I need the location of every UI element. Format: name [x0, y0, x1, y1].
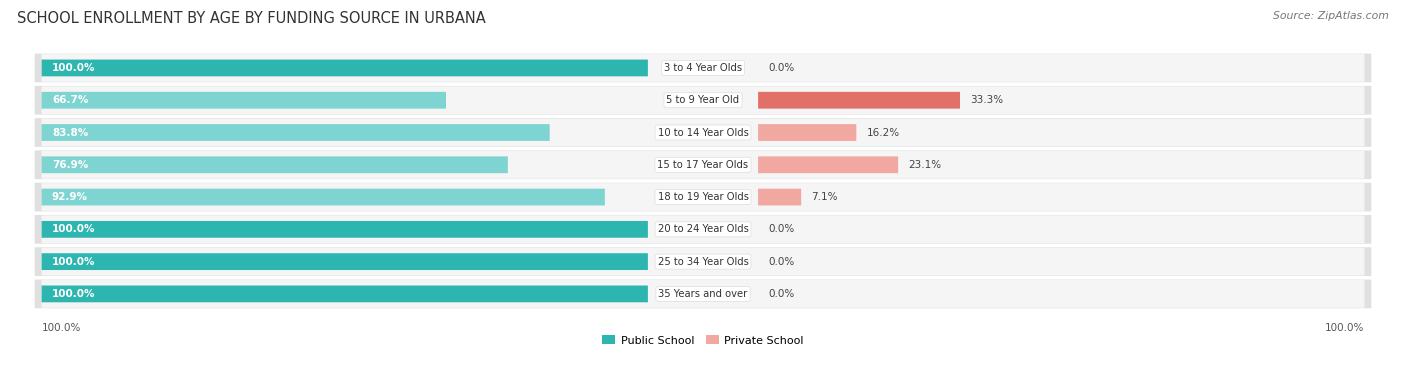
Text: 76.9%: 76.9% [52, 160, 89, 170]
FancyBboxPatch shape [42, 151, 1364, 179]
FancyBboxPatch shape [35, 215, 1371, 244]
FancyBboxPatch shape [35, 280, 1371, 308]
FancyBboxPatch shape [42, 183, 1364, 211]
Text: 33.3%: 33.3% [970, 95, 1004, 105]
Text: 0.0%: 0.0% [769, 63, 794, 73]
FancyBboxPatch shape [758, 92, 960, 108]
Text: 0.0%: 0.0% [769, 225, 794, 234]
Text: 100.0%: 100.0% [52, 289, 96, 299]
FancyBboxPatch shape [42, 253, 648, 270]
FancyBboxPatch shape [35, 86, 1371, 115]
Text: 100.0%: 100.0% [42, 323, 82, 333]
FancyBboxPatch shape [35, 118, 1371, 147]
Text: 10 to 14 Year Olds: 10 to 14 Year Olds [658, 127, 748, 138]
FancyBboxPatch shape [42, 92, 446, 108]
FancyBboxPatch shape [42, 285, 648, 302]
Text: 83.8%: 83.8% [52, 127, 89, 138]
FancyBboxPatch shape [758, 156, 898, 173]
FancyBboxPatch shape [42, 60, 648, 76]
Text: 23.1%: 23.1% [908, 160, 942, 170]
FancyBboxPatch shape [42, 156, 508, 173]
Text: 66.7%: 66.7% [52, 95, 89, 105]
Text: 25 to 34 Year Olds: 25 to 34 Year Olds [658, 257, 748, 266]
Text: 0.0%: 0.0% [769, 257, 794, 266]
Text: 18 to 19 Year Olds: 18 to 19 Year Olds [658, 192, 748, 202]
FancyBboxPatch shape [42, 221, 648, 238]
FancyBboxPatch shape [35, 183, 1371, 211]
FancyBboxPatch shape [35, 54, 1371, 82]
Text: 92.9%: 92.9% [52, 192, 89, 202]
Text: 100.0%: 100.0% [1324, 323, 1364, 333]
FancyBboxPatch shape [35, 247, 1371, 276]
Text: 3 to 4 Year Olds: 3 to 4 Year Olds [664, 63, 742, 73]
Text: 100.0%: 100.0% [52, 225, 96, 234]
FancyBboxPatch shape [758, 124, 856, 141]
FancyBboxPatch shape [42, 189, 605, 206]
Text: 20 to 24 Year Olds: 20 to 24 Year Olds [658, 225, 748, 234]
FancyBboxPatch shape [758, 189, 801, 206]
Legend: Public School, Private School: Public School, Private School [598, 331, 808, 350]
FancyBboxPatch shape [42, 124, 550, 141]
Text: 100.0%: 100.0% [52, 257, 96, 266]
Text: 100.0%: 100.0% [52, 63, 96, 73]
Text: 7.1%: 7.1% [811, 192, 838, 202]
FancyBboxPatch shape [42, 215, 1364, 243]
FancyBboxPatch shape [42, 280, 1364, 308]
Text: 15 to 17 Year Olds: 15 to 17 Year Olds [658, 160, 748, 170]
Text: 5 to 9 Year Old: 5 to 9 Year Old [666, 95, 740, 105]
FancyBboxPatch shape [42, 86, 1364, 114]
FancyBboxPatch shape [35, 150, 1371, 179]
Text: Source: ZipAtlas.com: Source: ZipAtlas.com [1274, 11, 1389, 21]
Text: 35 Years and over: 35 Years and over [658, 289, 748, 299]
FancyBboxPatch shape [42, 248, 1364, 276]
Text: SCHOOL ENROLLMENT BY AGE BY FUNDING SOURCE IN URBANA: SCHOOL ENROLLMENT BY AGE BY FUNDING SOUR… [17, 11, 485, 26]
FancyBboxPatch shape [42, 54, 1364, 82]
FancyBboxPatch shape [42, 119, 1364, 146]
Text: 0.0%: 0.0% [769, 289, 794, 299]
Text: 16.2%: 16.2% [866, 127, 900, 138]
